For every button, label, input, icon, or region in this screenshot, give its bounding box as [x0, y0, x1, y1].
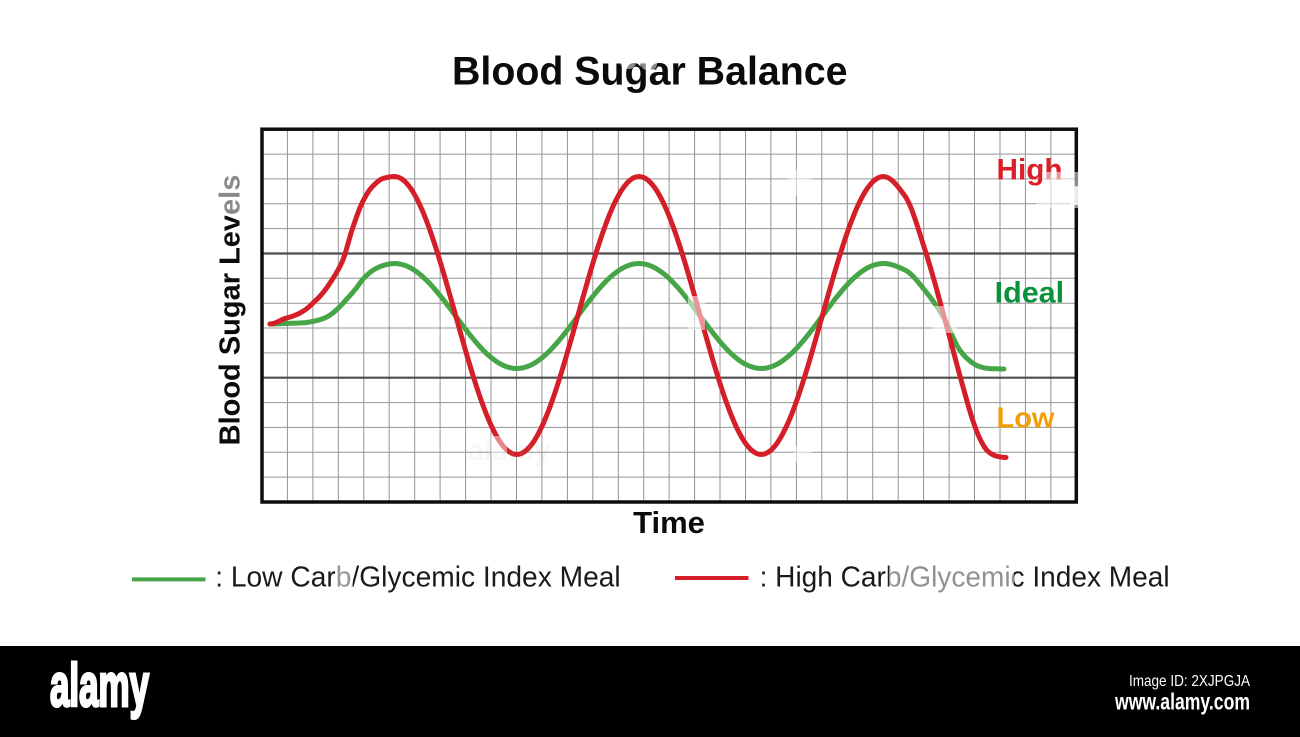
svg-text:Image ID: 2XJPGJA: Image ID: 2XJPGJA [1129, 673, 1250, 690]
svg-text:www.alamy.com: www.alamy.com [1114, 689, 1250, 715]
svg-text:Low: Low [997, 403, 1055, 435]
svg-text:alamy: alamy [50, 652, 149, 719]
svg-text:Blood Sugar Levels: Blood Sugar Levels [215, 175, 247, 446]
svg-text:Blood Sugar Balance: Blood Sugar Balance [452, 50, 848, 94]
svg-text:Ideal: Ideal [995, 277, 1065, 310]
svg-text:Time: Time [633, 505, 705, 540]
svg-text:: Low Carb/Glycemic Index Meal: : Low Carb/Glycemic Index Meal [215, 562, 621, 594]
